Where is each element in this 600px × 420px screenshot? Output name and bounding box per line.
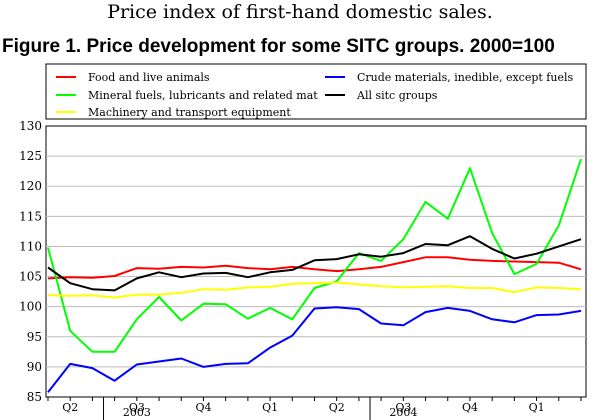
y-tick-label: 125 <box>19 149 42 163</box>
year-label: 2003 <box>123 406 151 419</box>
quarter-label: Q3 <box>395 401 411 414</box>
y-tick-label: 130 <box>19 119 42 133</box>
quarter-label: Q1 <box>529 401 545 414</box>
series-lines <box>47 158 582 393</box>
quarter-label: Q2 <box>329 401 345 414</box>
quarter-label: Q1 <box>262 401 278 414</box>
series-line <box>47 256 582 280</box>
series-line <box>47 281 582 299</box>
legend: Food and live animals Mineral fuels, lubr… <box>56 71 573 119</box>
quarter-label: Q3 <box>129 401 145 414</box>
quarter-label: Q4 <box>195 401 211 414</box>
x-axis: Q2 Q3 Q4 Q1 Q2 Q3 Q4 Q1 2003 2004 <box>47 397 582 420</box>
legend-label: Crude materials, inedible, except fuels <box>357 71 573 84</box>
y-tick-label: 85 <box>27 390 42 404</box>
legend-label: Food and live animals <box>88 71 210 84</box>
chart-subtitle: Price index of first-hand domestic sales… <box>107 1 493 23</box>
y-tick-label: 90 <box>27 360 42 374</box>
y-tick-label: 110 <box>19 239 42 253</box>
y-tick-label: 120 <box>19 179 42 193</box>
y-tick-label: 115 <box>19 209 42 223</box>
y-tick-label: 95 <box>27 330 42 344</box>
series-line <box>47 235 582 292</box>
chart-title: Figure 1. Price development for some SIT… <box>2 36 555 57</box>
y-axis: 85 90 95 100 105 110 115 120 125 130 <box>19 119 42 404</box>
legend-box <box>45 63 587 120</box>
quarter-label: Q2 <box>62 401 78 414</box>
series-line <box>47 158 582 353</box>
legend-label: Mineral fuels, lubricants and related ma… <box>88 89 318 102</box>
series-line <box>47 306 582 393</box>
y-tick-label: 105 <box>19 270 42 284</box>
legend-label: Machinery and transport equipment <box>88 106 291 119</box>
quarter-label: Q4 <box>462 401 478 414</box>
year-label: 2004 <box>389 406 417 419</box>
y-tick-label: 100 <box>19 300 42 314</box>
gridlines <box>46 155 586 368</box>
legend-label: All sitc groups <box>356 89 438 102</box>
